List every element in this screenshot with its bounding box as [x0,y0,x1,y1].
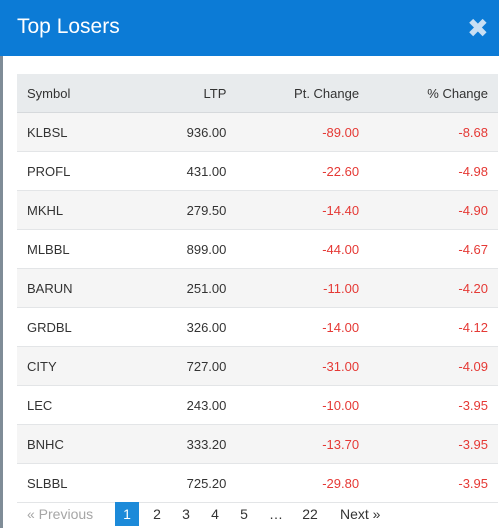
close-icon[interactable]: ✖ [467,13,489,43]
ltp-cell: 243.00 [128,385,237,425]
ltp-cell: 725.20 [128,463,237,503]
symbol-cell: LEC [17,385,129,425]
page-last-button[interactable]: 22 [302,506,318,522]
pagination-ellipsis: … [269,506,283,522]
symbol-cell: BNHC [17,424,129,464]
pt-change-cell: -22.60 [236,151,370,191]
table-row[interactable]: GRDBL 326.00 -14.00 -4.12 [17,307,498,347]
table-row[interactable]: BARUN 251.00 -11.00 -4.20 [17,268,498,308]
symbol-cell: BARUN [17,268,129,308]
column-header-symbol: Symbol [17,74,129,113]
modal-title: Top Losers [17,15,120,38]
ltp-cell: 727.00 [128,346,237,386]
ltp-cell: 326.00 [128,307,237,347]
page-5-button[interactable]: 5 [240,506,248,522]
previous-page-button[interactable]: « Previous [27,506,94,522]
column-header-pt-change: Pt. Change [236,74,370,113]
pct-change-cell: -8.68 [369,112,498,152]
table-row[interactable]: LEC 243.00 -10.00 -3.95 [17,385,498,425]
pct-change-cell: -3.95 [369,424,498,464]
page-2-button[interactable]: 2 [153,506,161,522]
column-header-ltp: LTP [128,74,237,113]
ltp-cell: 431.00 [128,151,237,191]
pct-change-cell: -4.12 [369,307,498,347]
symbol-cell: PROFL [17,151,129,191]
pct-change-cell: -3.95 [369,385,498,425]
modal-header: Top Losers ✖ [0,0,499,56]
page-1-button[interactable]: 1 [115,502,139,526]
table-row[interactable]: MLBBL 899.00 -44.00 -4.67 [17,229,498,269]
symbol-cell: GRDBL [17,307,129,347]
pct-change-cell: -3.95 [369,463,498,503]
pct-change-cell: -4.20 [369,268,498,308]
pct-change-cell: -4.98 [369,151,498,191]
symbol-cell: SLBBL [17,463,129,503]
page-4-button[interactable]: 4 [211,506,219,522]
table-header-row: Symbol LTP Pt. Change % Change [17,74,498,113]
pt-change-cell: -31.00 [236,346,370,386]
pct-change-cell: -4.90 [369,190,498,230]
pt-change-cell: -14.40 [236,190,370,230]
table-row[interactable]: KLBSL 936.00 -89.00 -8.68 [17,112,498,152]
ltp-cell: 936.00 [128,112,237,152]
table-row[interactable]: BNHC 333.20 -13.70 -3.95 [17,424,498,464]
next-page-button[interactable]: Next » [340,506,381,522]
top-losers-table: Symbol LTP Pt. Change % Change KLBSL 936… [17,74,498,503]
ltp-cell: 251.00 [128,268,237,308]
pt-change-cell: -13.70 [236,424,370,464]
table-row[interactable]: MKHL 279.50 -14.40 -4.90 [17,190,498,230]
symbol-cell: MKHL [17,190,129,230]
pagination: « Previous 1 2 3 4 5 … 22 Next » [17,502,487,526]
table-row[interactable]: CITY 727.00 -31.00 -4.09 [17,346,498,386]
background-edge [0,56,3,528]
pct-change-cell: -4.67 [369,229,498,269]
symbol-cell: CITY [17,346,129,386]
page-3-button[interactable]: 3 [182,506,190,522]
pct-change-cell: -4.09 [369,346,498,386]
symbol-cell: KLBSL [17,112,129,152]
ltp-cell: 279.50 [128,190,237,230]
pt-change-cell: -10.00 [236,385,370,425]
pt-change-cell: -14.00 [236,307,370,347]
ltp-cell: 333.20 [128,424,237,464]
table-row[interactable]: PROFL 431.00 -22.60 -4.98 [17,151,498,191]
pt-change-cell: -89.00 [236,112,370,152]
symbol-cell: MLBBL [17,229,129,269]
table-row[interactable]: SLBBL 725.20 -29.80 -3.95 [17,463,498,503]
ltp-cell: 899.00 [128,229,237,269]
pt-change-cell: -11.00 [236,268,370,308]
pt-change-cell: -29.80 [236,463,370,503]
column-header-pct-change: % Change [369,74,498,113]
pt-change-cell: -44.00 [236,229,370,269]
